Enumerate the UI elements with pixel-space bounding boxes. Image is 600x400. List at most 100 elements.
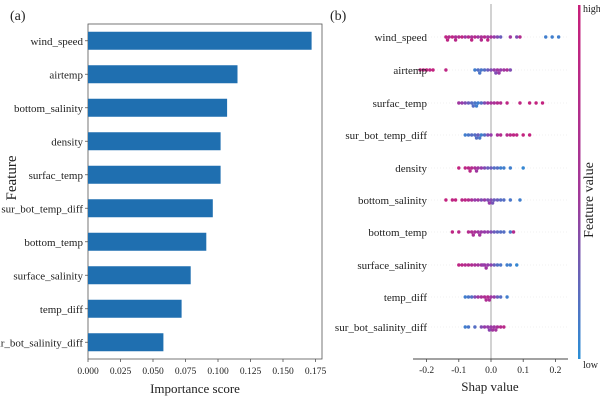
feature-label-b: sur_bot_salinity_diff — [335, 322, 427, 334]
shap-point-surfac_temp — [457, 101, 461, 105]
shap-point-wind_speed — [489, 35, 493, 39]
bar-sur_bot_salinity_diff — [88, 333, 164, 352]
shap-point-surfac_temp — [534, 101, 538, 105]
feature-label-b: bottom_temp — [368, 227, 427, 239]
bar-temp_diff — [88, 299, 182, 318]
shap-point-sur_bot_salinity_diff — [479, 325, 484, 329]
shap-point-airtemp — [492, 68, 496, 72]
shap-point-surface_salinity — [486, 263, 490, 267]
shap-point-wind_speed — [479, 35, 484, 39]
shap-point-bottom_salinity — [473, 198, 477, 202]
shap-point-bottom_temp — [482, 230, 487, 234]
shap-point-bottom_temp — [469, 230, 474, 234]
shap-point-density — [457, 166, 461, 170]
shap-point-bottom_salinity — [469, 198, 474, 202]
shap-point-sur_bot_temp_diff — [479, 133, 484, 137]
shap-point-wind_speed — [444, 35, 448, 39]
shap-point-surfac_temp — [486, 101, 490, 105]
shap-point-wind_speed — [515, 35, 519, 39]
y-tick-label-a: sur_bot_salinity_diff — [0, 337, 83, 349]
y-tick-label-a: surfac_temp — [29, 170, 84, 182]
shap-point-sur_bot_temp_diff — [495, 133, 500, 137]
shap-point-airtemp — [473, 68, 477, 72]
shap-point-wind_speed — [453, 35, 458, 39]
colorbar-label: Feature value — [582, 162, 597, 238]
shap-point-wind_speed — [556, 35, 561, 39]
shap-point-wind_speed — [447, 35, 451, 39]
shap-point-sur_bot_salinity_diff — [482, 325, 487, 329]
shap-point-surface_salinity — [473, 263, 477, 267]
feature-label-b: bottom_salinity — [358, 195, 428, 207]
shap-point-surfac_temp — [474, 104, 479, 108]
x-tick-label-a: 0.025 — [110, 367, 132, 377]
shap-point-sur_bot_salinity_diff — [498, 325, 503, 329]
shap-point-density — [466, 166, 471, 170]
shap-point-bottom_temp — [495, 230, 500, 234]
shap-point-density — [479, 166, 484, 170]
x-tick-label-b: 0.2 — [549, 366, 561, 376]
shap-point-bottom_temp — [450, 230, 455, 234]
shap-point-surface_salinity — [460, 263, 464, 267]
bar-wind_speed — [88, 31, 312, 50]
bar-surface_salinity — [88, 266, 191, 285]
x-tick-label-b: 0.1 — [517, 366, 529, 376]
shap-point-temp_diff — [479, 295, 484, 299]
bar-density — [88, 132, 221, 151]
shap-point-bottom_temp — [492, 230, 496, 234]
shap-point-bottom_temp — [457, 230, 461, 234]
shap-point-temp_diff — [484, 298, 488, 302]
shap-point-bottom_temp — [471, 233, 475, 237]
shap-point-surfac_temp — [495, 101, 500, 105]
shap-point-bottom_salinity — [489, 198, 493, 202]
shap-point-sur_bot_temp_diff — [482, 133, 487, 137]
shap-point-density — [495, 166, 500, 170]
shap-point-bottom_temp — [511, 230, 516, 234]
shap-point-sur_bot_temp_diff — [508, 133, 513, 137]
y-tick-label-a: bottom_temp — [24, 237, 83, 249]
shap-point-sur_bot_temp_diff — [486, 133, 490, 137]
shap-point-surface_salinity — [498, 263, 503, 267]
shap-point-sur_bot_salinity_diff — [495, 325, 500, 329]
shap-point-wind_speed — [463, 35, 467, 39]
shap-point-bottom_temp — [486, 230, 490, 234]
shap-point-bottom_salinity — [444, 198, 448, 202]
x-tick-label-a: 0.125 — [240, 367, 262, 377]
shap-point-surfac_temp — [460, 101, 464, 105]
shap-point-wind_speed — [469, 38, 474, 42]
shap-point-sur_bot_salinity_diff — [494, 328, 498, 332]
shap-point-surfac_temp — [466, 101, 471, 105]
shap-point-wind_speed — [550, 35, 554, 39]
shap-point-airtemp — [508, 68, 513, 72]
y-tick-label-a: airtemp — [49, 69, 83, 81]
x-tick-label-a: 0.000 — [77, 367, 99, 377]
shap-point-bottom_temp — [498, 230, 503, 234]
shap-point-bottom_salinity — [508, 198, 513, 202]
shap-point-sur_bot_salinity_diff — [490, 328, 495, 332]
shap-point-wind_speed — [479, 38, 484, 42]
shap-point-wind_speed — [518, 35, 522, 39]
shap-point-surfac_temp — [505, 101, 509, 105]
shap-point-wind_speed — [460, 35, 464, 39]
shap-point-airtemp — [505, 68, 509, 72]
shap-point-surface_salinity — [492, 263, 496, 267]
shap-point-wind_speed — [498, 35, 503, 39]
shap-point-airtemp — [482, 68, 487, 72]
shap-point-bottom_temp — [478, 233, 482, 237]
shap-point-bottom_salinity — [453, 198, 458, 202]
shap-point-wind_speed — [544, 35, 548, 39]
shap-point-bottom_salinity — [463, 198, 467, 202]
shap-point-sur_bot_temp_diff — [466, 133, 471, 137]
shap-point-density — [508, 166, 513, 170]
shap-point-bottom_salinity — [460, 198, 464, 202]
shap-point-wind_speed — [476, 35, 480, 39]
shap-point-wind_speed — [453, 38, 458, 42]
shap-point-bottom_temp — [479, 230, 484, 234]
shap-point-surface_salinity — [476, 263, 480, 267]
shap-point-density — [469, 166, 474, 170]
shap-point-temp_diff — [498, 295, 503, 299]
x-tick-label-a: 0.150 — [272, 367, 294, 377]
shap-point-density — [521, 166, 525, 170]
shap-point-sur_bot_temp_diff — [511, 133, 516, 137]
shap-point-density — [486, 166, 490, 170]
bar-bottom_salinity — [88, 98, 228, 117]
